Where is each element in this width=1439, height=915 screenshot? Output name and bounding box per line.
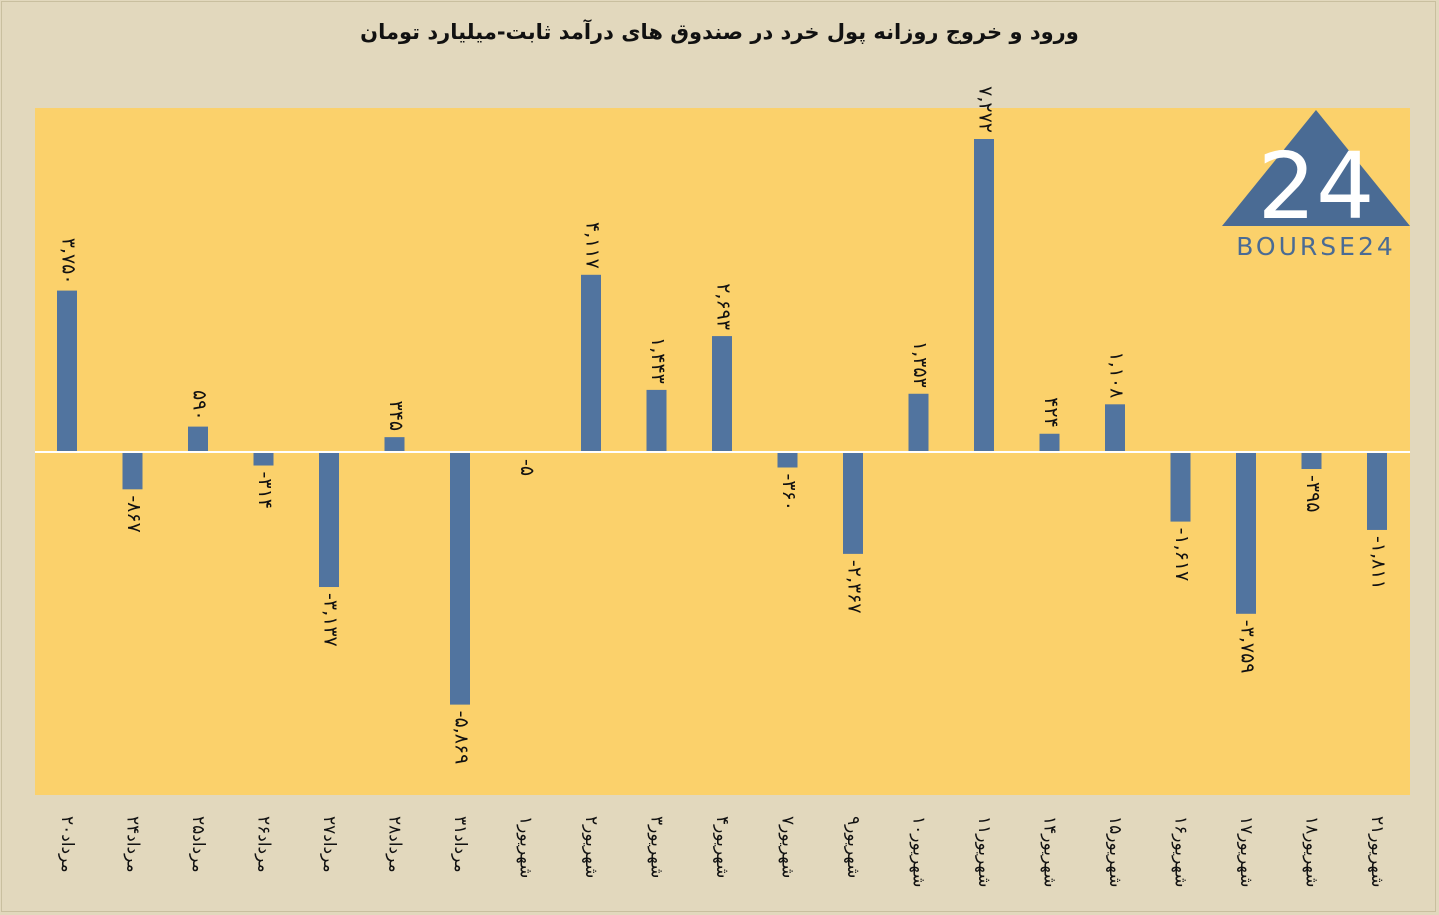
data-label-3: -۳۱۴ bbox=[254, 472, 276, 509]
bar-0 bbox=[57, 290, 77, 452]
bar-19 bbox=[1301, 452, 1322, 470]
bar-1 bbox=[122, 452, 143, 490]
bourse24-logo-icon: 24 bbox=[1222, 110, 1410, 240]
bar-15 bbox=[1039, 433, 1060, 452]
bar-4 bbox=[319, 452, 339, 588]
x-tick-label-5: ۲۸مرداد bbox=[385, 816, 405, 873]
x-tick-label-6: ۳۱مرداد bbox=[450, 816, 470, 873]
bar-17 bbox=[1170, 452, 1191, 522]
data-label-10: ۲,۶۹۳ bbox=[713, 283, 735, 330]
bar-6 bbox=[450, 452, 470, 705]
x-tick-label-10: ۴شهریور bbox=[712, 816, 732, 878]
x-tick-label-20: ۲۱شهریور bbox=[1367, 816, 1387, 887]
bar-12 bbox=[843, 452, 863, 554]
bar-13 bbox=[908, 393, 929, 452]
bar-10 bbox=[712, 336, 732, 452]
data-label-17: -۱,۶۱۷ bbox=[1171, 528, 1193, 582]
bar-16 bbox=[1105, 404, 1125, 452]
data-label-13: ۱,۳۵۳ bbox=[909, 341, 931, 388]
bar-9 bbox=[646, 389, 667, 452]
x-tick-label-18: ۱۷شهریور bbox=[1236, 816, 1256, 887]
data-label-12: -۲,۳۶۷ bbox=[844, 560, 866, 614]
data-label-11: -۳۶۰ bbox=[778, 473, 800, 510]
x-tick-label-19: ۱۸شهریور bbox=[1302, 816, 1322, 887]
logo-text: BOURSE24 bbox=[1236, 232, 1396, 261]
chart-title: ورود و خروج روزانه پول خرد در صندوق های … bbox=[360, 20, 1079, 44]
x-tick-label-11: ۷شهریور bbox=[778, 816, 798, 878]
x-tick-label-17: ۱۶شهریور bbox=[1171, 816, 1191, 887]
x-tick-label-0: ۲۰مرداد bbox=[57, 816, 77, 873]
x-tick-label-3: ۲۶مرداد bbox=[254, 816, 274, 873]
data-label-16: ۱,۱۰۸ bbox=[1106, 351, 1128, 398]
x-tick-label-1: ۲۴مرداد bbox=[123, 816, 143, 873]
data-label-0: ۳,۷۵۰ bbox=[58, 238, 80, 285]
data-label-9: ۱,۴۴۳ bbox=[647, 337, 669, 384]
x-tick-label-7: ۱شهریور bbox=[516, 816, 536, 878]
svg-text:24: 24 bbox=[1257, 133, 1374, 240]
x-tick-label-4: ۲۷مرداد bbox=[319, 816, 339, 873]
data-label-7: -۵ bbox=[516, 459, 538, 476]
bar-18 bbox=[1236, 452, 1256, 614]
bar-3 bbox=[253, 452, 274, 466]
data-label-1: -۸۶۷ bbox=[123, 495, 145, 532]
x-tick-label-15: ۱۴شهریور bbox=[1040, 816, 1060, 887]
data-label-8: ۴,۱۱۷ bbox=[582, 222, 604, 269]
data-label-2: ۵۹۰ bbox=[189, 390, 211, 421]
data-label-20: -۱,۸۱۱ bbox=[1368, 536, 1390, 590]
bar-20 bbox=[1367, 452, 1387, 530]
data-label-5: ۳۴۵ bbox=[385, 401, 407, 432]
x-tick-label-2: ۲۵مرداد bbox=[188, 816, 208, 873]
data-label-6: -۵,۸۶۹ bbox=[451, 711, 473, 765]
x-tick-label-9: ۳شهریور bbox=[647, 816, 667, 878]
x-tick-label-8: ۲شهریور bbox=[581, 816, 601, 878]
data-label-14: ۷,۲۷۲ bbox=[975, 86, 997, 133]
bar-5 bbox=[384, 437, 405, 452]
bar-11 bbox=[777, 452, 798, 468]
x-tick-label-12: ۹شهریور bbox=[843, 816, 863, 878]
x-tick-label-16: ۱۵شهریور bbox=[1105, 816, 1125, 887]
bar-8 bbox=[581, 274, 601, 452]
data-label-4: -۳,۱۳۷ bbox=[320, 593, 342, 647]
data-label-15: ۴۲۴ bbox=[1040, 397, 1062, 428]
x-tick-label-14: ۱۱شهریور bbox=[974, 816, 994, 887]
data-label-19: -۳۹۵ bbox=[1302, 475, 1324, 512]
bar-2 bbox=[188, 426, 208, 452]
data-label-18: -۳,۷۵۹ bbox=[1237, 620, 1259, 674]
x-tick-label-13: ۱۰شهریور bbox=[909, 816, 929, 887]
bar-14 bbox=[974, 139, 994, 452]
